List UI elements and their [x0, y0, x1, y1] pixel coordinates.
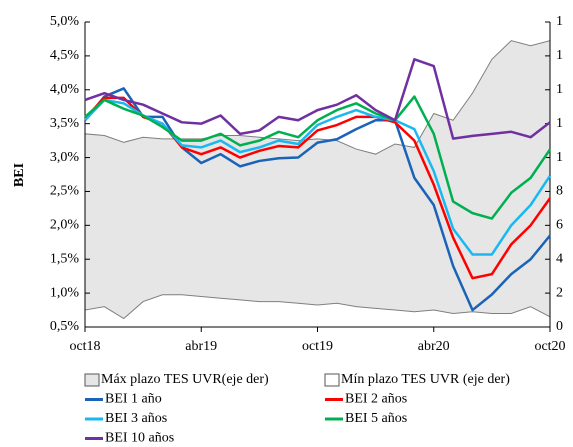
y-tick-label: 1,5%: [50, 251, 80, 266]
legend-swatch: [324, 373, 340, 387]
legend-label: BEI 2 años: [345, 392, 407, 407]
legend-label: BEI 5 años: [345, 411, 407, 426]
y2-tick-label: 6: [556, 218, 563, 233]
y2-tick-label: 1: [556, 82, 563, 97]
y-axis-label: BEI: [12, 163, 27, 187]
x-tick-label: oct18: [69, 339, 100, 354]
y2-tick-label: 0: [556, 319, 563, 334]
line: [84, 87, 551, 312]
legend-label: Máx plazo TES UVR(eje der): [101, 372, 269, 387]
y2-tick-label: 1: [556, 48, 563, 63]
y2-tick-label: 2: [556, 285, 563, 300]
area: [84, 294, 551, 328]
y2-tick-label: 8: [556, 184, 563, 199]
x-tick-label: abr19: [185, 339, 217, 354]
x-tick-label: oct19: [302, 339, 333, 354]
y-tick-label: 3,0%: [50, 150, 80, 165]
line: [84, 58, 551, 140]
legend-label: Mín plazo TES UVR (eje der): [341, 372, 510, 387]
y-tick-label: 2,5%: [50, 184, 80, 199]
x-tick-label: oct20: [534, 339, 565, 354]
legend-label: BEI 3 años: [105, 411, 167, 426]
y-tick-label: 3,5%: [50, 116, 80, 131]
area: [84, 39, 551, 328]
legend-swatch: [84, 373, 100, 387]
y2-tick-label: 1: [556, 150, 563, 165]
legend-label: BEI 1 año: [105, 392, 162, 407]
y-tick-label: 2,0%: [50, 218, 80, 233]
y2-tick-label: 4: [556, 251, 563, 266]
y-tick-label: 0,5%: [50, 319, 80, 334]
y2-tick-label: 1: [556, 14, 563, 29]
line: [84, 95, 552, 220]
y-tick-label: 1,0%: [50, 285, 80, 300]
y-tick-label: 4,5%: [50, 48, 80, 63]
line: [84, 98, 552, 256]
y-tick-label: 4,0%: [50, 82, 80, 97]
legend-label: BEI 10 años: [105, 431, 174, 446]
x-tick-label: abr20: [418, 339, 450, 354]
y-tick-label: 5,0%: [50, 14, 80, 29]
y2-tick-label: 1: [556, 116, 563, 131]
